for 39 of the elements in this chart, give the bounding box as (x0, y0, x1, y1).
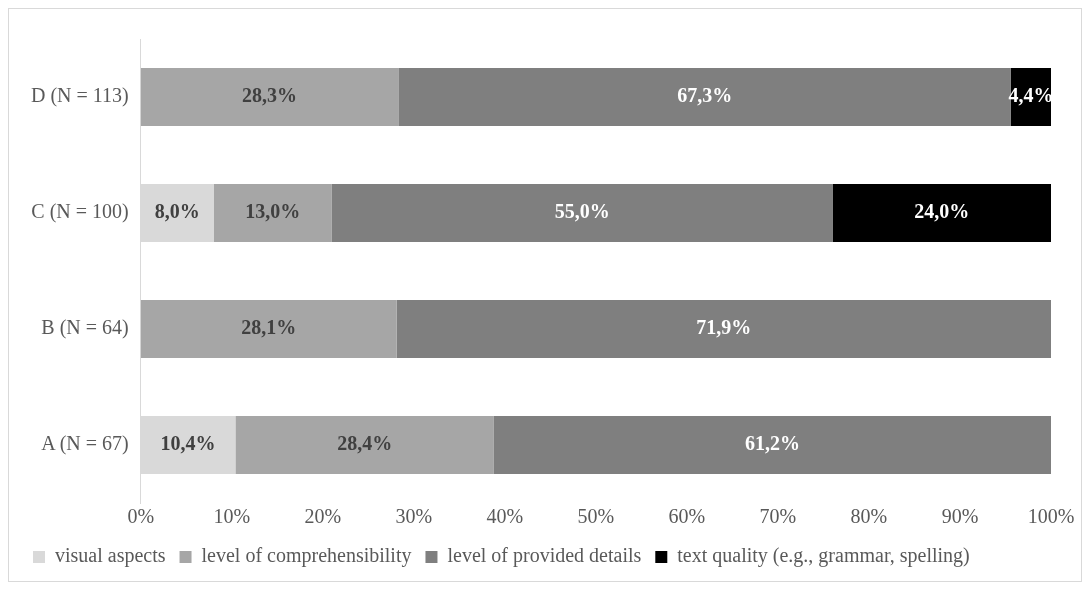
bar (396, 300, 1051, 358)
data-label: 4,4% (1008, 84, 1054, 107)
bar (331, 184, 833, 242)
bar (140, 300, 397, 358)
data-label: 28,3% (242, 84, 298, 107)
data-label: 8,0% (154, 200, 200, 223)
bar (213, 184, 332, 242)
data-label: 71,9% (696, 316, 752, 339)
legend-label: text quality (e.g., grammar, spelling) (677, 544, 970, 568)
data-label: 28,4% (337, 432, 393, 455)
legend-label: level of comprehensibility (201, 544, 412, 568)
bar (235, 416, 494, 474)
y-tick-label: C (N = 100) (31, 200, 129, 224)
data-label: 61,2% (744, 432, 800, 455)
x-tick-label: 80% (850, 505, 888, 528)
data-label: 24,0% (914, 200, 970, 223)
data-label: 55,0% (554, 200, 610, 223)
x-tick-label: 60% (668, 505, 706, 528)
y-tick-label: D (N = 113) (30, 84, 129, 108)
data-label: 13,0% (245, 200, 301, 223)
x-tick-label: 100% (1027, 505, 1075, 528)
legend-label: level of provided details (447, 544, 642, 568)
bar (493, 416, 1051, 474)
x-tick-label: 30% (395, 505, 433, 528)
legend-label: visual aspects (55, 544, 166, 568)
y-tick-label: B (N = 64) (41, 316, 129, 340)
bar (140, 68, 399, 126)
x-tick-label: 20% (304, 505, 342, 528)
data-label: 28,1% (241, 316, 297, 339)
x-tick-label: 40% (486, 505, 524, 528)
x-tick-label: 90% (941, 505, 979, 528)
data-label: 67,3% (677, 84, 733, 107)
x-tick-label: 50% (577, 505, 615, 528)
x-tick-label: 10% (213, 505, 251, 528)
x-tick-label: 70% (759, 505, 797, 528)
bar (832, 184, 1051, 242)
data-label: 10,4% (160, 432, 216, 455)
x-tick-label: 0% (127, 505, 155, 528)
y-tick-label: A (N = 67) (41, 432, 129, 456)
